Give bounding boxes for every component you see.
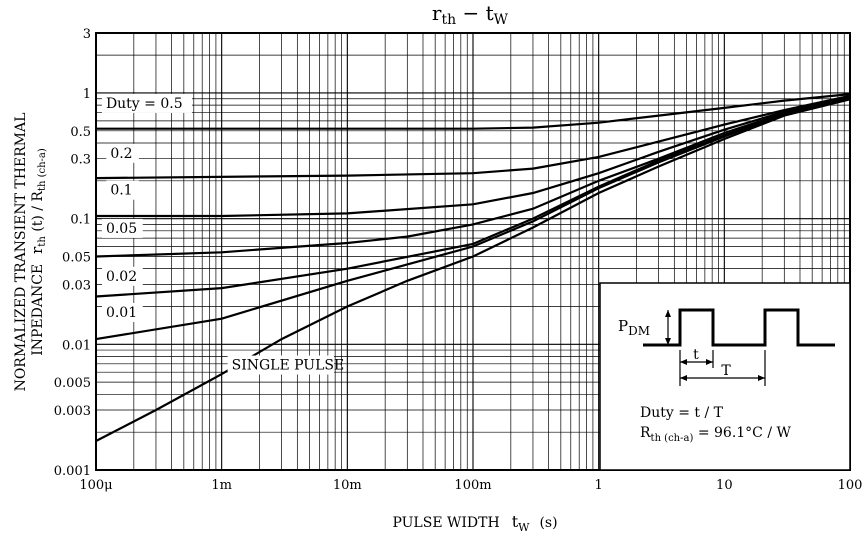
pulse-waveform	[643, 308, 835, 347]
series-label: 0.01	[106, 305, 137, 321]
x-tick-label: 100m	[454, 478, 491, 493]
x-axis-label: PULSE WIDTH tW (s)	[392, 512, 557, 534]
series-label-backdrop	[101, 266, 143, 286]
series-label-backdrop	[101, 302, 143, 322]
pdm-label: PDM	[618, 317, 650, 338]
y-tick-label: 0.01	[62, 338, 91, 353]
pdm-arrow-up	[665, 310, 671, 317]
y-tick-label: 0.1	[70, 213, 91, 228]
series-label-backdrop	[101, 218, 143, 238]
chart-title: rth − tW	[432, 1, 509, 28]
series-label: 0.05	[106, 221, 137, 237]
y-axis-label-line2: INPEDANCErth (t) / Rth (ch-a)	[28, 148, 48, 356]
t-label: t	[693, 347, 699, 363]
series-line	[96, 93, 851, 130]
duty-cycle-inset: PDM t T Duty = t / T Rth (ch-a) = 96.1°C…	[599, 282, 851, 471]
t-arrow-left	[680, 359, 687, 365]
x-tick-label: 100μ	[79, 478, 112, 493]
T-arrow-left	[680, 375, 687, 381]
series-line	[95, 97, 851, 341]
y-tick-label: 0.5	[70, 125, 91, 140]
series-label-backdrop	[227, 355, 335, 375]
series-line	[95, 98, 851, 442]
series-label: Duty = 0.5	[106, 96, 183, 112]
series-label-backdrop	[101, 93, 192, 113]
x-tick-labels: 100μ 1m 10m 100m 1 10 100	[79, 478, 862, 493]
x-tick-label: 100	[838, 478, 863, 493]
T-label: T	[721, 363, 731, 379]
T-arrow-right	[758, 375, 765, 381]
curves	[95, 93, 851, 442]
y-tick-label: 0.001	[54, 464, 91, 479]
y-tick-label: 1	[83, 87, 91, 102]
series-label-backdrop	[106, 180, 139, 200]
y-tick-label: 0.3	[70, 153, 91, 168]
series-line	[95, 96, 851, 258]
inset-box	[599, 282, 851, 471]
series-line	[95, 94, 851, 180]
series-label: 0.02	[106, 269, 137, 285]
y-tick-label: 0.05	[62, 250, 91, 265]
pdm-arrow-down	[665, 338, 671, 345]
y-tick-label: 0.03	[62, 278, 91, 293]
t-arrow-right	[706, 359, 713, 365]
x-tick-label: 1m	[211, 478, 232, 493]
duty-formula: Duty = t / T	[640, 405, 724, 421]
y-tick-label: 3	[83, 27, 91, 42]
x-tick-label: 10m	[333, 478, 362, 493]
series-label: SINGLE PULSE	[232, 358, 345, 374]
y-tick-label: 0.005	[54, 376, 91, 391]
y-axis-label: NORMALIZED TRANSIENT THERMAL INPEDANCErt…	[13, 113, 48, 392]
series-label: 0.1	[110, 183, 132, 199]
x-tick-label: 1	[595, 478, 603, 493]
plot-frame	[95, 32, 851, 471]
y-tick-labels: 0.001 0.003 0.005 0.01 0.03 0.05 0.1 0.3 0.5 1 3	[54, 27, 91, 479]
series-line	[96, 95, 851, 218]
y-tick-label: 0.003	[54, 404, 91, 419]
curve-labels: Duty = 0.5 0.2 0.1 0.05 0.02 0.01 SINGLE PULSE	[101, 93, 345, 375]
series-label: 0.2	[110, 146, 132, 162]
x-tick-label: 10	[716, 478, 733, 493]
rth-value: Rth (ch-a) = 96.1°C / W	[640, 425, 792, 444]
y-axis-label-line1: NORMALIZED TRANSIENT THERMAL	[13, 113, 29, 392]
series-label-backdrop	[106, 143, 139, 163]
